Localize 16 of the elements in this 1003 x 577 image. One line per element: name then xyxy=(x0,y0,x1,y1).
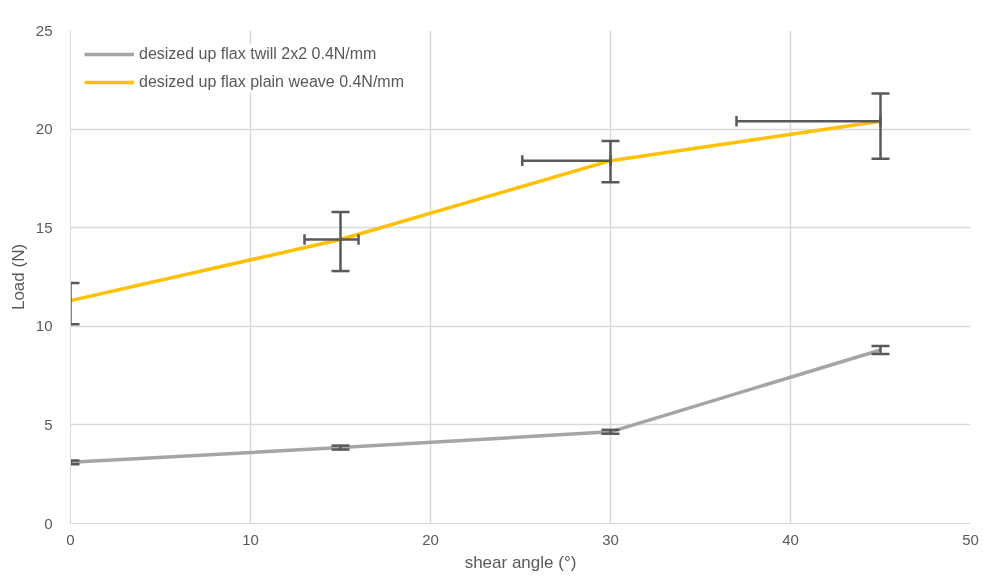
y-tick-label: 25 xyxy=(35,21,53,39)
x-tick-label: 20 xyxy=(422,530,439,548)
y-tick-label: 20 xyxy=(35,120,53,138)
x-axis-title: shear angle (°) xyxy=(464,552,577,572)
legend-label: desized up flax twill 2x2 0.4N/mm xyxy=(139,45,377,63)
y-tick-label: 0 xyxy=(44,514,53,532)
legend-label: desized up flax plain weave 0.4N/mm xyxy=(139,73,405,91)
x-tick-label: 0 xyxy=(66,530,75,548)
y-tick-label: 5 xyxy=(44,415,53,433)
x-tick-label: 10 xyxy=(242,530,259,548)
y-axis-title: Load (N) xyxy=(8,243,28,311)
y-tick-label: 15 xyxy=(35,218,53,236)
x-tick-label: 40 xyxy=(782,530,799,548)
y-tick-label: 10 xyxy=(35,317,53,335)
x-tick-label: 30 xyxy=(602,530,619,548)
x-tick-label: 50 xyxy=(962,530,979,548)
